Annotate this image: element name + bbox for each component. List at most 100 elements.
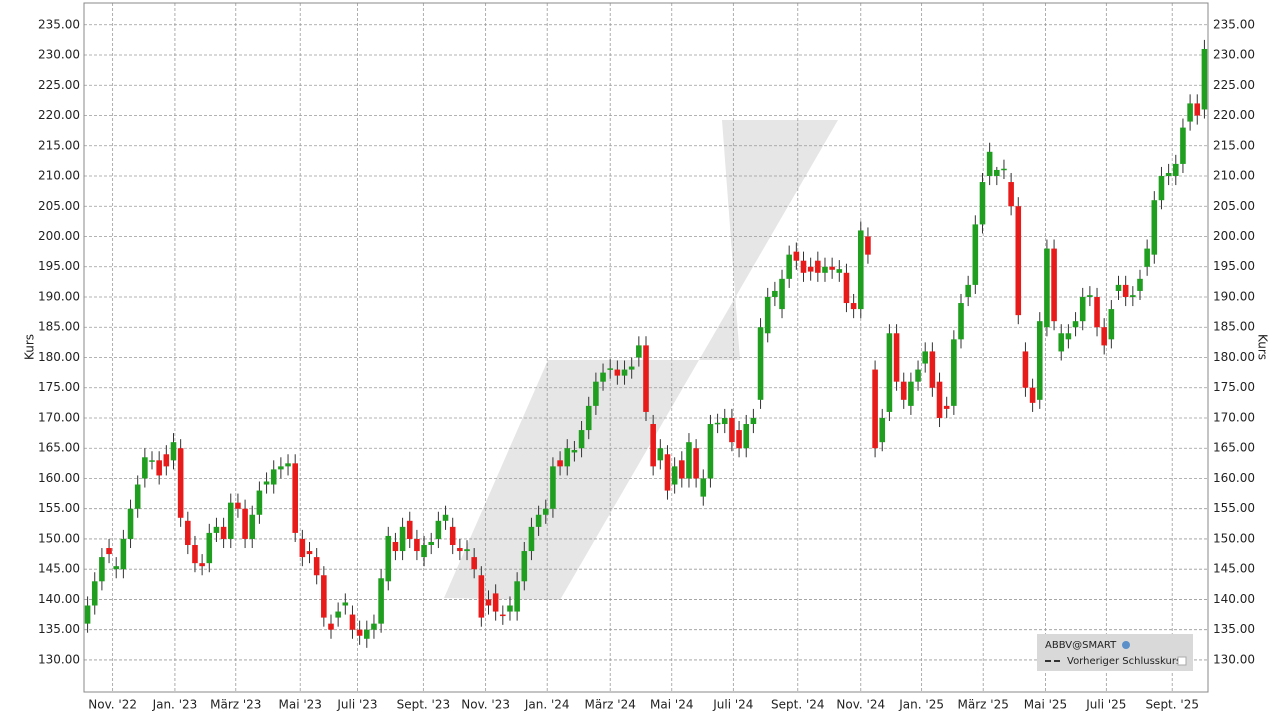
candle-body (449, 526, 456, 546)
candle-body (170, 442, 177, 461)
candle-body (986, 151, 993, 177)
candle-body (743, 424, 750, 449)
y-tick-label: 210.00 (38, 169, 80, 183)
candle-body (106, 548, 112, 555)
y2-tick-label: 135.00 (1213, 622, 1255, 636)
y-tick-label: 230.00 (38, 48, 80, 62)
candle-body (113, 566, 120, 570)
candle-body (585, 405, 592, 431)
candle-body (1137, 278, 1143, 291)
candle-body (829, 266, 835, 270)
y2-tick-label: 175.00 (1213, 380, 1255, 394)
y-tick-label: 215.00 (38, 138, 80, 152)
candle-body (893, 333, 900, 382)
y2-tick-label: 170.00 (1213, 410, 1255, 424)
candle-body (564, 448, 571, 467)
candle-body (399, 526, 406, 552)
x-tick-label: Mai '23 (278, 698, 321, 712)
candle-body (943, 405, 950, 409)
candle-body (922, 351, 929, 364)
x-tick-label: März '24 (585, 698, 636, 712)
y2-tick-label: 130.00 (1213, 652, 1255, 666)
candle-body (693, 448, 699, 479)
candle-body (485, 599, 492, 606)
candle-body (542, 508, 549, 515)
y-tick-label: 200.00 (38, 229, 80, 243)
candle-body (514, 581, 520, 612)
candle-body (299, 538, 306, 558)
y2-tick-label: 150.00 (1213, 531, 1255, 545)
legend-box (1037, 634, 1193, 671)
candle-body (321, 575, 327, 618)
y2-axis-label: Kurs (1256, 334, 1270, 360)
legend-checkbox[interactable] (1177, 656, 1187, 666)
candle-body (220, 526, 227, 539)
y2-tick-label: 235.00 (1213, 17, 1255, 31)
candle-body (614, 369, 621, 376)
y2-tick-label: 200.00 (1213, 229, 1255, 243)
candle-body (994, 169, 1000, 177)
candle-body (149, 460, 155, 462)
candle-body (185, 520, 191, 546)
candle-body (507, 605, 513, 612)
y2-tick-label: 225.00 (1213, 78, 1255, 92)
candle-body (736, 430, 742, 449)
candle-body (772, 290, 778, 297)
candle-body (757, 327, 764, 400)
candle-body (378, 578, 384, 624)
candle-body (1158, 176, 1165, 201)
candle-body (1172, 163, 1179, 177)
candle-body (256, 490, 263, 515)
candle-body (1029, 387, 1036, 403)
candle-body (227, 502, 234, 539)
y2-tick-label: 140.00 (1213, 592, 1255, 606)
x-tick-label: Sept. '24 (771, 698, 825, 712)
candle-body (886, 333, 893, 412)
y2-tick-label: 230.00 (1213, 48, 1255, 62)
y-tick-label: 150.00 (38, 531, 80, 545)
x-tick-label: März '23 (210, 698, 261, 712)
candle-body (607, 368, 613, 370)
y2-tick-label: 210.00 (1213, 169, 1255, 183)
candle-body (1058, 333, 1065, 352)
y2-tick-label: 145.00 (1213, 562, 1255, 576)
candle-body (1094, 296, 1100, 328)
candle-body (492, 593, 499, 612)
candle-body (356, 629, 363, 636)
x-tick-label: Sept. '23 (397, 698, 451, 712)
y2-tick-label: 220.00 (1213, 108, 1255, 122)
legend-entry: Vorheriger Schlusskurs (1067, 656, 1181, 667)
candle-body (750, 417, 757, 425)
candle-body (242, 508, 248, 539)
candle-body (628, 366, 635, 370)
x-tick-label: Nov. '24 (836, 698, 885, 712)
candle-body (1122, 284, 1129, 297)
candle-body (1101, 327, 1107, 346)
y-axis-label: Kurs (23, 334, 37, 360)
candle-body (192, 545, 198, 564)
x-tick-label: Juli '25 (1085, 698, 1126, 712)
candle-body (958, 303, 964, 340)
candle-body (857, 230, 864, 310)
candle-body (342, 602, 349, 606)
candle-body (1044, 248, 1050, 328)
y-tick-label: 185.00 (38, 320, 80, 334)
candle-body (156, 460, 162, 476)
candle-body (1087, 295, 1093, 297)
candle-body (500, 614, 506, 617)
candle-body (1180, 127, 1186, 164)
y-tick-label: 180.00 (38, 350, 80, 364)
candle-body (965, 284, 971, 297)
x-tick-label: Mai '25 (1024, 698, 1067, 712)
candle-body (1008, 182, 1014, 207)
candle-body (900, 381, 907, 400)
candle-body (578, 430, 585, 449)
candle-body (528, 526, 535, 552)
candle-body (936, 381, 943, 418)
candle-body (328, 623, 334, 630)
candle-body (457, 548, 463, 552)
y-tick-label: 225.00 (38, 78, 80, 92)
y-tick-label: 205.00 (38, 199, 80, 213)
candle-body (349, 614, 356, 630)
candle-body (843, 272, 850, 304)
